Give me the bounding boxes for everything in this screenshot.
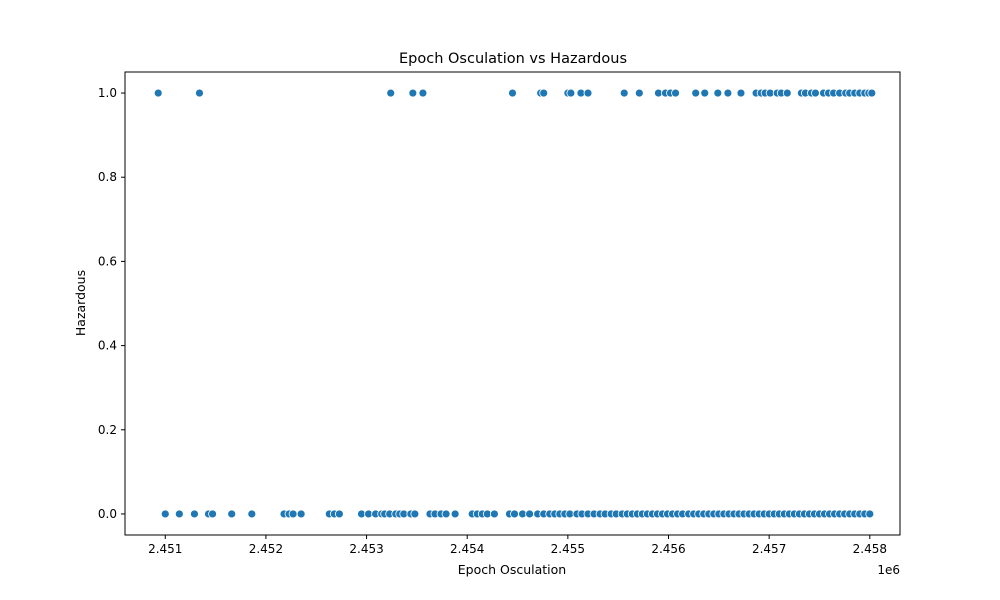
y-tick-label: 1.0 [98,86,117,100]
data-points [153,88,877,519]
data-point [867,88,877,98]
y-axis: 0.0 0.2 0.4 0.6 0.8 1.0 [98,86,125,521]
data-point [408,88,418,98]
data-point [418,88,428,98]
data-point [566,88,576,98]
data-point [619,88,629,98]
chart-title: Epoch Osculation vs Hazardous [399,51,627,67]
data-point [782,88,792,98]
x-tick-label: 2.456 [651,542,685,556]
x-tick-label: 2.454 [450,542,484,556]
x-axis-offset-label: 1e6 [877,563,900,577]
data-point [700,88,710,98]
x-tick-label: 2.452 [249,542,283,556]
x-tick-label: 2.451 [148,542,182,556]
data-point [508,88,517,98]
data-point [208,509,217,519]
data-point [539,88,549,98]
x-tick-label: 2.453 [349,542,383,556]
y-axis-title: Hazardous [73,270,88,336]
data-point [296,509,306,519]
x-axis-title: Epoch Osculation [458,562,566,577]
data-point [583,88,593,98]
data-point [195,88,204,98]
data-point [174,509,184,519]
data-point [227,509,237,519]
data-point [736,88,746,98]
data-point [334,509,344,519]
data-point [288,509,298,519]
data-point [450,509,460,519]
data-point [247,509,257,519]
data-point [441,509,451,519]
plot-area: 2.451 2.452 2.453 2.454 2.455 2.456 2.457 2.458… [98,71,901,556]
data-point [153,88,163,98]
data-point [510,509,519,519]
data-point [410,509,420,519]
y-tick-label: 0.2 [98,423,117,437]
data-point [723,88,733,98]
data-point [160,509,170,519]
x-tick-label: 2.457 [752,542,786,556]
data-point [386,88,396,98]
x-tick-label: 2.455 [551,542,585,556]
plot-frame [124,71,901,536]
y-tick-label: 0.0 [98,507,117,521]
x-tick-label: 2.458 [853,542,887,556]
y-tick-label: 0.8 [98,170,117,184]
data-point [489,509,499,519]
data-point [525,509,535,519]
x-axis: 2.451 2.452 2.453 2.454 2.455 2.456 2.457 2.458 [148,535,887,556]
data-point [713,88,723,98]
y-tick-label: 0.4 [98,339,117,353]
data-point [671,88,680,98]
data-point [811,88,820,98]
data-point [634,88,644,98]
data-point [691,88,701,98]
y-tick-label: 0.6 [98,254,117,268]
data-point [865,509,875,519]
data-point [190,509,199,519]
